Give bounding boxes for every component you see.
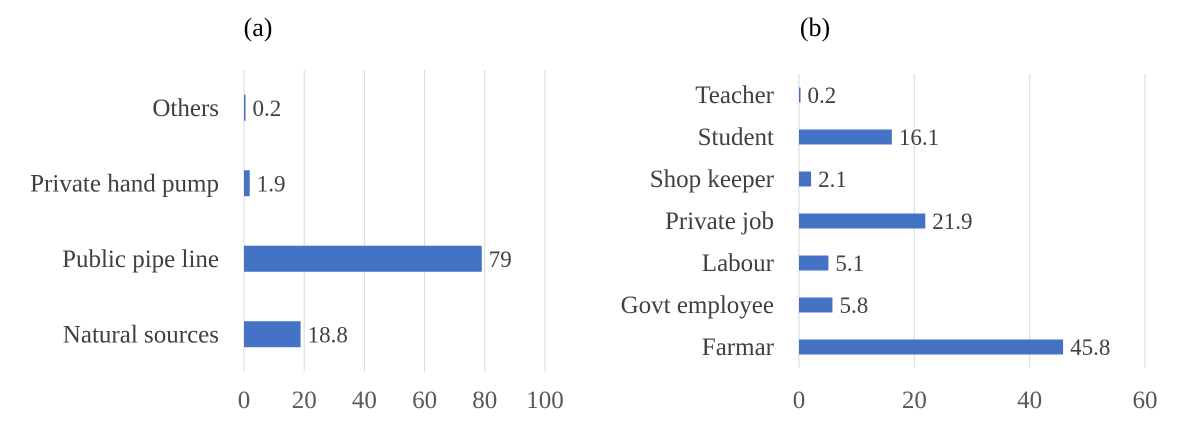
panel-a-label: (a) — [244, 13, 273, 42]
bar-b-2 — [799, 171, 812, 187]
x-tick-label-b-20: 20 — [902, 387, 927, 414]
bar-b-3 — [799, 213, 926, 229]
bar-a-2 — [244, 245, 482, 272]
category-label-b-0: Teacher — [695, 82, 774, 109]
data-label-a-0: 0.2 — [253, 96, 282, 121]
bar-b-5 — [799, 297, 833, 313]
category-label-b-4: Labour — [702, 250, 775, 277]
x-tick-label-b-60: 60 — [1133, 387, 1158, 414]
bar-a-1 — [244, 170, 250, 197]
category-label-b-2: Shop keeper — [650, 166, 775, 193]
panel-b: (b) 0 20 40 60 Teacher 0.2 Student 16.1 Shop kee… — [621, 13, 1158, 414]
data-label-b-4: 5.1 — [835, 251, 864, 276]
data-label-b-5: 5.8 — [839, 293, 868, 318]
x-tick-label-a-80: 80 — [472, 387, 497, 414]
data-label-a-1: 1.9 — [257, 171, 286, 196]
panel-b-label: (b) — [800, 13, 830, 42]
bar-b-0 — [799, 87, 801, 103]
category-label-b-6: Farmar — [702, 334, 775, 361]
category-label-b-3: Private job — [665, 208, 774, 235]
x-tick-label-a-0: 0 — [238, 387, 251, 414]
category-label-b-5: Govt employee — [621, 292, 774, 319]
bar-a-3 — [244, 321, 301, 348]
data-label-b-3: 21.9 — [932, 209, 972, 234]
bar-a-0 — [244, 94, 246, 121]
category-label-a-1: Private hand pump — [30, 170, 219, 197]
data-label-b-0: 0.2 — [808, 83, 837, 108]
data-label-b-2: 2.1 — [818, 167, 847, 192]
x-tick-label-b-40: 40 — [1017, 387, 1042, 414]
bar-b-4 — [799, 255, 829, 271]
x-tick-label-a-20: 20 — [292, 387, 317, 414]
data-label-b-6: 45.8 — [1070, 335, 1110, 360]
bar-b-1 — [799, 129, 892, 145]
bar-b-6 — [799, 339, 1064, 355]
x-tick-label-a-100: 100 — [526, 387, 564, 414]
data-label-a-3: 18.8 — [308, 322, 348, 347]
x-tick-label-a-60: 60 — [412, 387, 437, 414]
category-label-b-1: Student — [698, 124, 774, 151]
x-tick-label-b-0: 0 — [793, 387, 806, 414]
data-label-b-1: 16.1 — [899, 125, 939, 150]
category-label-a-3: Natural sources — [63, 321, 219, 348]
data-label-a-2: 79 — [489, 247, 512, 272]
category-label-a-0: Others — [152, 95, 219, 122]
category-label-a-2: Public pipe line — [62, 246, 219, 273]
panel-a: (a) 0 20 40 60 80 100 Others 0.2 Private hand pu… — [30, 13, 564, 414]
x-tick-label-a-40: 40 — [352, 387, 377, 414]
